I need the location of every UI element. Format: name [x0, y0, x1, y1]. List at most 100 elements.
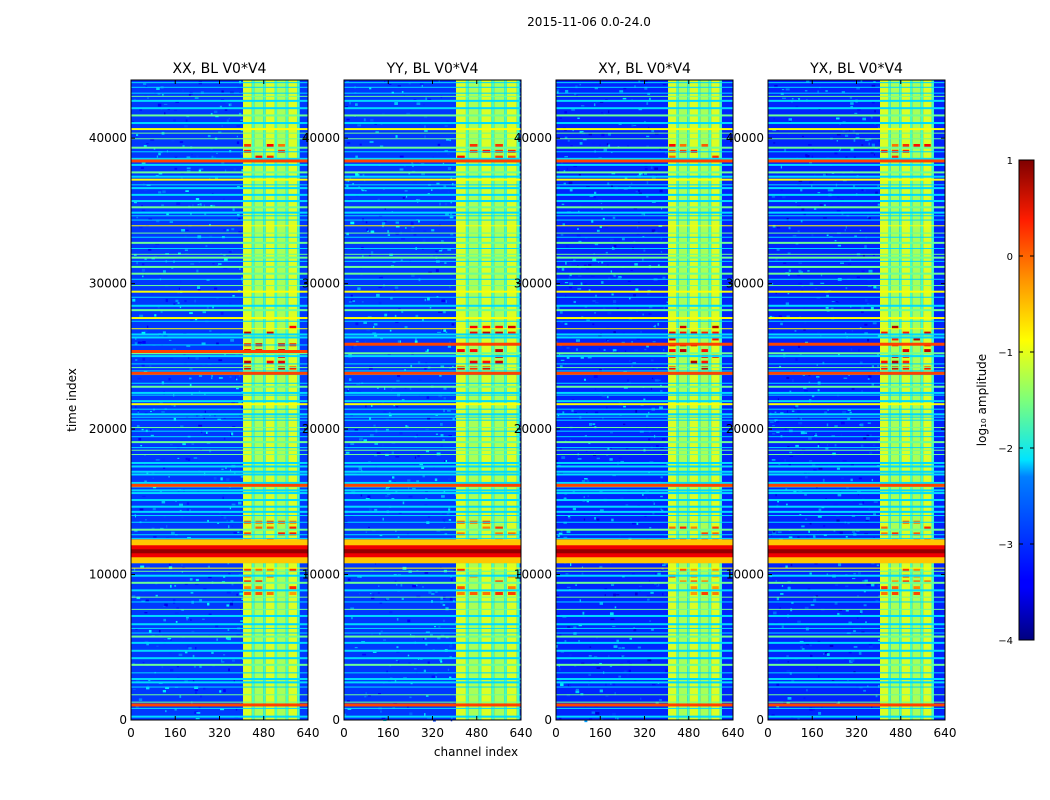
heatmap-cell	[868, 434, 872, 437]
heatmap-cell	[444, 460, 447, 463]
time-row	[768, 253, 945, 255]
rfi-stripe-gap	[931, 80, 934, 720]
heatmap-cell	[434, 672, 438, 674]
x-axis-label: channel index	[434, 745, 518, 759]
heatmap-cell	[166, 525, 168, 528]
heatmap-cell	[792, 235, 797, 237]
heatmap-cell	[415, 584, 418, 587]
heatmap-cell	[589, 195, 594, 197]
heatmap-cell	[803, 328, 806, 331]
heatmap-cell	[803, 697, 806, 700]
heatmap-cell	[847, 409, 852, 412]
heatmap-cell	[781, 585, 784, 587]
time-row	[556, 236, 733, 238]
rfi-hotspot	[266, 144, 274, 147]
time-row	[344, 567, 521, 569]
rfi-hotspot	[482, 526, 491, 530]
heatmap-cell	[634, 349, 638, 351]
time-row	[131, 481, 308, 484]
rfi-hotspot	[913, 337, 920, 341]
rfi-hotspot	[457, 586, 465, 590]
time-row	[768, 309, 945, 312]
heatmap-cell	[404, 190, 408, 192]
panel-1: YY, BL V0*V40 160 320 480 640010000200003000…	[302, 61, 533, 740]
time-row	[768, 225, 945, 227]
heatmap-cell	[437, 636, 441, 640]
time-row	[768, 107, 945, 110]
rfi-hotspot	[913, 144, 920, 147]
heatmap-cell	[453, 569, 456, 571]
time-row	[556, 678, 733, 681]
heatmap-cell	[795, 358, 798, 361]
y-tick-label: 0	[119, 713, 127, 727]
heatmap-cell	[804, 518, 808, 521]
rfi-hotspot	[278, 532, 285, 536]
time-row	[131, 528, 308, 531]
time-row	[556, 272, 733, 275]
time-row	[131, 430, 308, 432]
heatmap-cell	[184, 650, 188, 654]
heatmap-cell	[593, 196, 597, 199]
x-tick-label: 480	[465, 726, 488, 740]
heatmap-cell	[645, 181, 648, 184]
heatmap-cell	[657, 379, 661, 382]
heatmap-cell	[786, 655, 789, 658]
heatmap-cell	[584, 478, 588, 480]
heatmap-cell	[177, 302, 180, 305]
heatmap-cell	[621, 647, 625, 649]
heatmap-cell	[133, 201, 137, 204]
heatmap-cell	[412, 584, 417, 588]
heatmap-cell	[395, 659, 399, 662]
heatmap-cell	[380, 338, 384, 340]
heatmap-cell	[863, 437, 867, 440]
heatmap-cell	[424, 367, 427, 370]
time-row	[344, 320, 521, 322]
heatmap-cell	[659, 699, 662, 701]
heatmap-cell	[803, 307, 806, 310]
heatmap-cell	[601, 112, 603, 114]
heatmap-cell	[621, 655, 625, 657]
heatmap-cell	[404, 165, 406, 167]
heatmap-cell	[156, 220, 160, 223]
y-tick-label: 30000	[514, 277, 552, 291]
heatmap-cell	[785, 503, 788, 506]
heatmap-cell	[667, 367, 669, 370]
heatmap-cell	[875, 695, 878, 698]
heatmap-cell	[834, 240, 837, 242]
rfi-hotspot	[255, 586, 263, 590]
heatmap-cell	[604, 588, 608, 591]
heatmap-cell	[232, 268, 236, 270]
rfi-hotspot	[881, 331, 888, 335]
heatmap-cell	[427, 716, 431, 720]
time-row	[556, 408, 733, 410]
heatmap-cell	[591, 219, 594, 223]
heatmap-cell	[798, 179, 803, 182]
heatmap-cell	[640, 667, 644, 670]
heatmap-cell	[413, 463, 416, 466]
heatmap-cell	[376, 452, 381, 455]
heatmap-cell	[872, 322, 877, 325]
heatmap-cell	[136, 425, 140, 427]
heatmap-cell	[171, 531, 175, 535]
time-row	[344, 232, 521, 234]
time-row	[131, 215, 308, 217]
time-row	[344, 663, 521, 666]
heatmap-cell	[169, 221, 174, 223]
heatmap-cell	[646, 102, 649, 105]
heatmap-cell	[786, 217, 789, 221]
heatmap-cell	[181, 229, 185, 232]
time-row	[131, 707, 308, 709]
heatmap-cell	[651, 359, 654, 362]
time-row	[768, 211, 945, 214]
time-row	[131, 492, 308, 495]
heatmap-cell	[185, 119, 188, 122]
heatmap-cell	[642, 258, 644, 261]
heatmap-cell	[560, 359, 565, 361]
rfi-stripe	[456, 80, 466, 720]
strong-row	[768, 159, 945, 163]
time-row	[344, 681, 521, 684]
heatmap-cell	[784, 148, 787, 152]
rfi-hotspot	[701, 349, 708, 353]
rfi-stripe-gap	[274, 80, 278, 720]
heatmap-cell	[200, 91, 204, 95]
